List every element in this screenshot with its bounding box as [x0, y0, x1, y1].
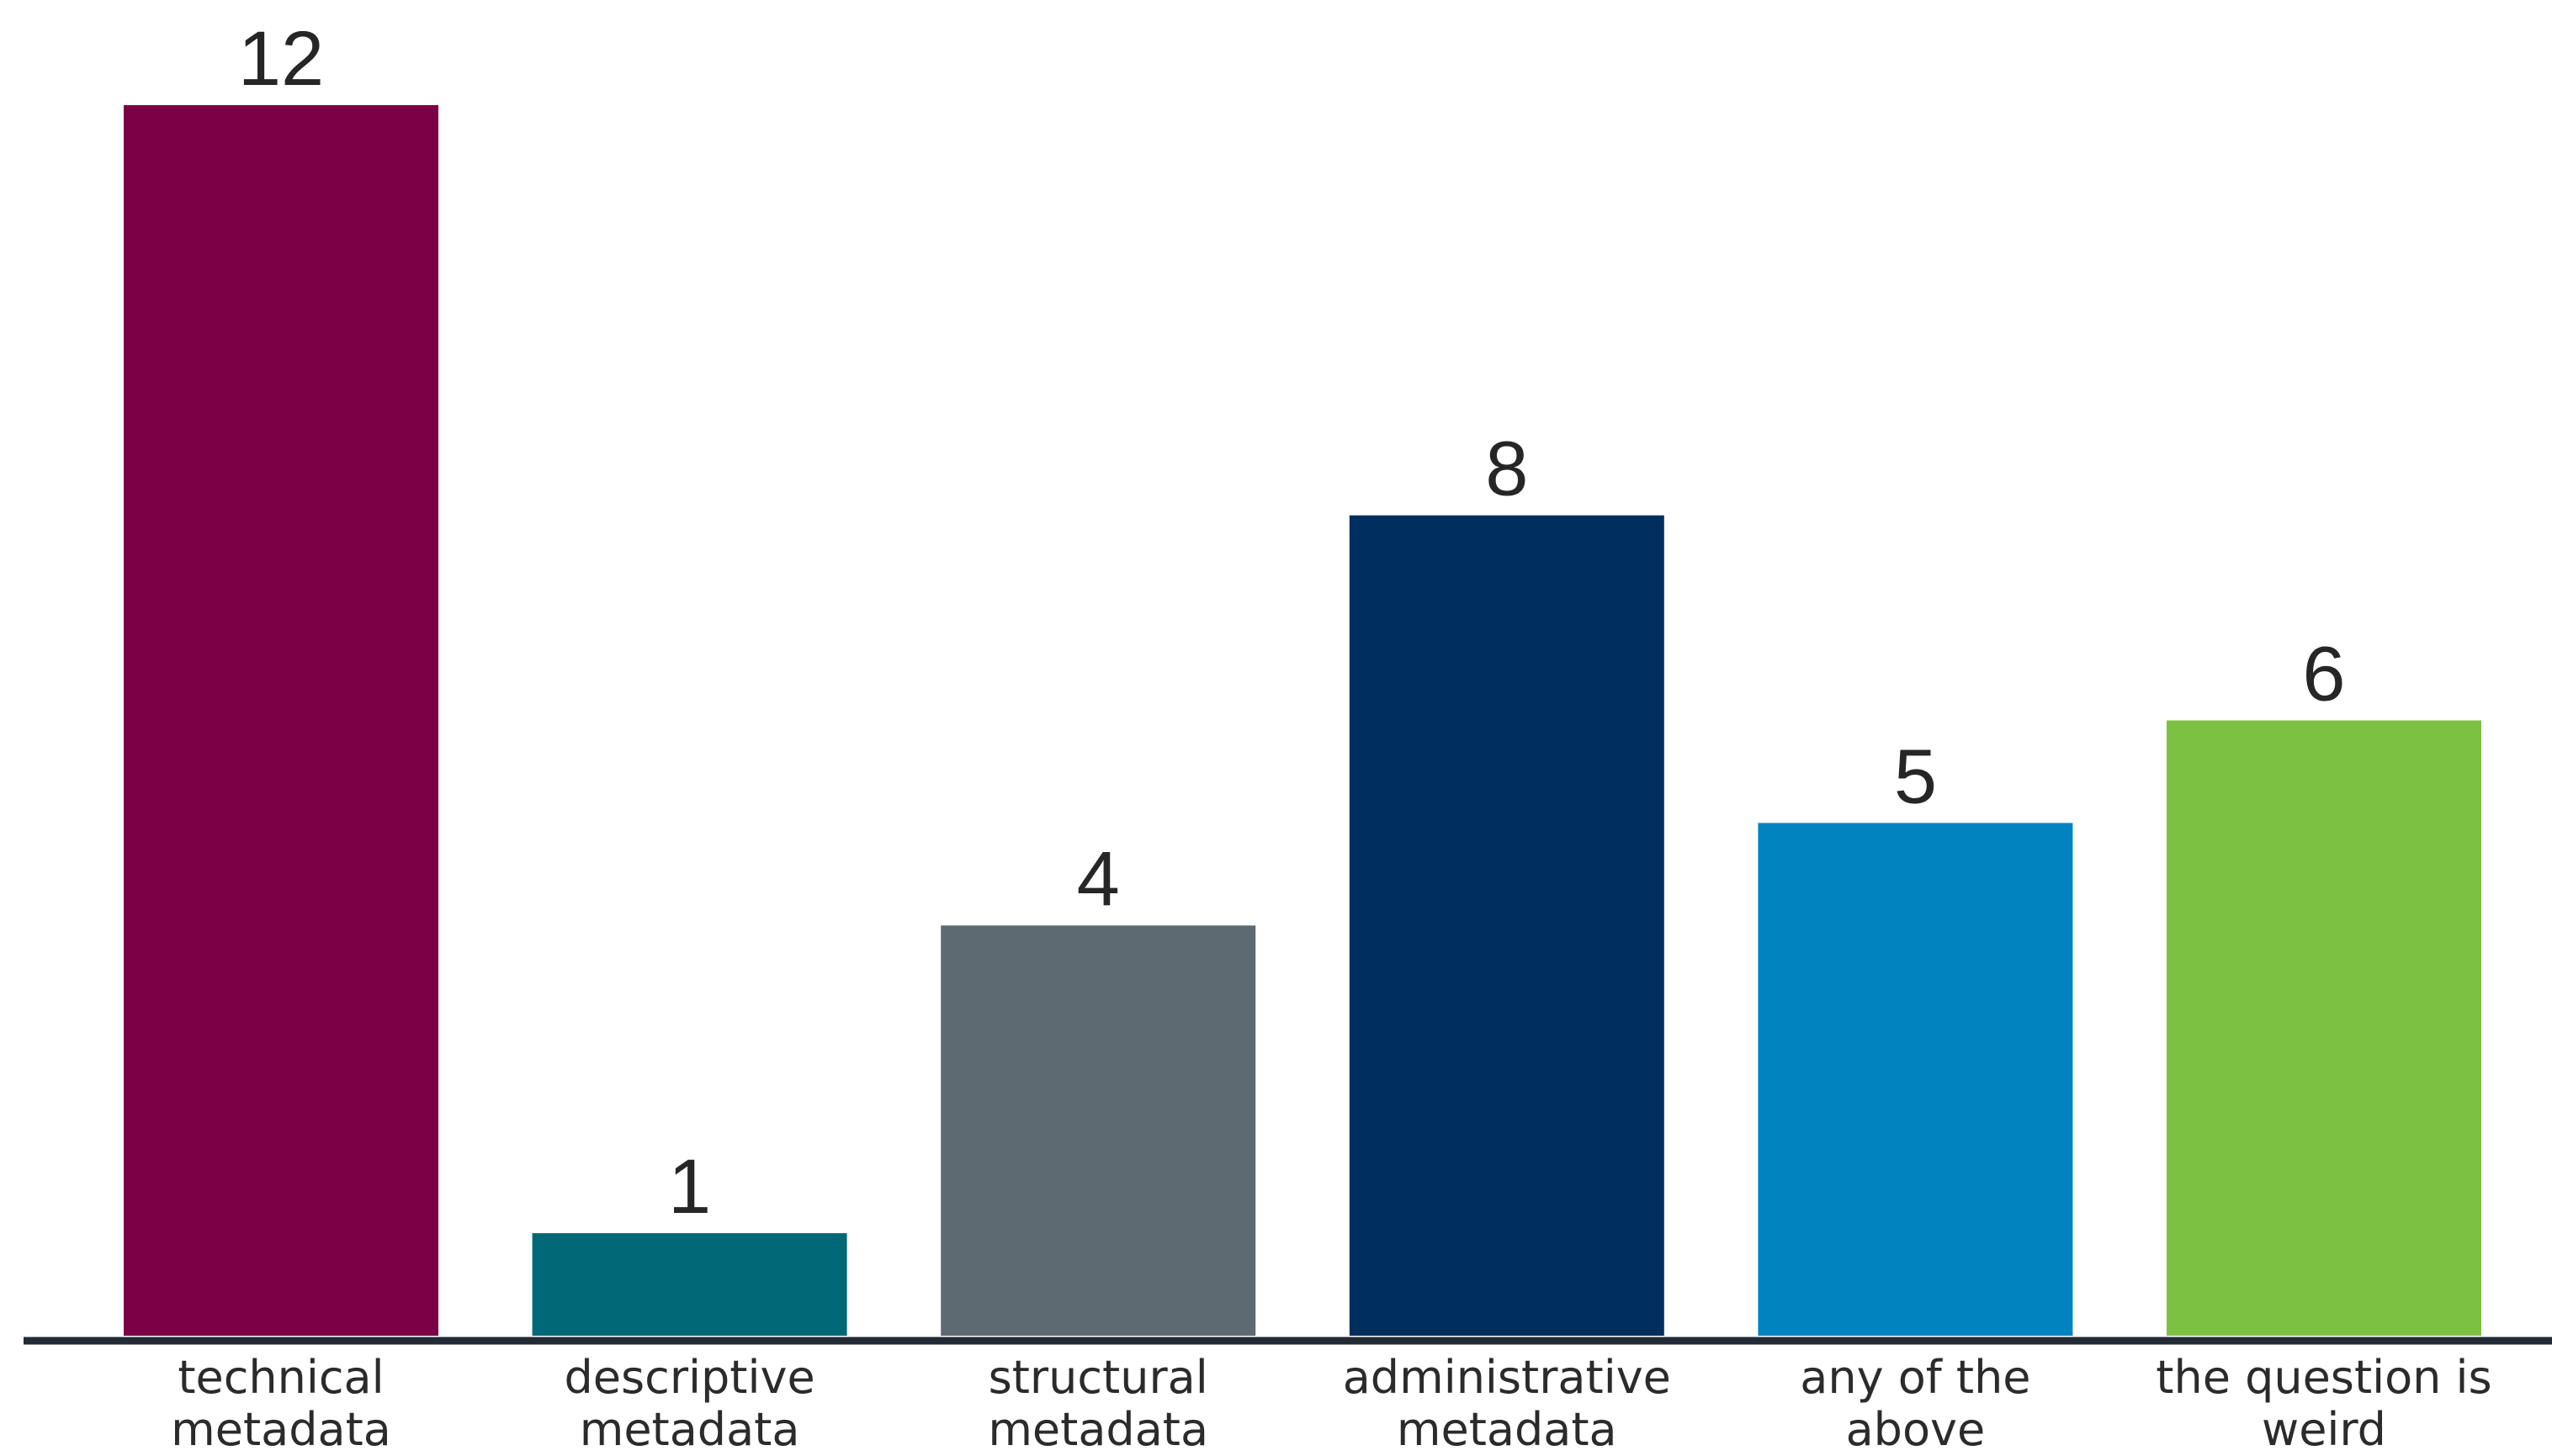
bar-4: [1758, 823, 2073, 1336]
category-label-4: any of the above: [1800, 1351, 2030, 1456]
value-label-1: 1: [668, 1144, 711, 1230]
bar-0: [124, 105, 438, 1336]
value-label-5: 6: [2302, 632, 2345, 717]
category-label-5: the question is weird: [2156, 1351, 2491, 1456]
bars-group: [124, 105, 2481, 1336]
category-label-line: technical: [178, 1351, 384, 1404]
category-label-line: metadata: [171, 1403, 391, 1456]
category-label-line: structural: [989, 1351, 1208, 1404]
category-label-line: metadata: [988, 1403, 1208, 1456]
value-label-2: 4: [1077, 836, 1120, 922]
bar-2: [941, 925, 1256, 1336]
category-label-0: technical metadata: [171, 1351, 391, 1456]
category-label-2: structural metadata: [988, 1351, 1208, 1456]
category-label-3: administrative metadata: [1343, 1351, 1671, 1456]
value-label-3: 8: [1485, 426, 1528, 512]
bar-3: [1349, 515, 1664, 1336]
value-labels-group: 12 1 4 8 5 6: [238, 16, 2346, 1230]
value-label-4: 5: [1894, 733, 1937, 819]
category-label-line: administrative: [1343, 1351, 1671, 1404]
bar-1: [532, 1233, 847, 1336]
category-label-line: metadata: [1397, 1403, 1617, 1456]
category-label-line: above: [1846, 1403, 1986, 1456]
bar-5: [2167, 720, 2481, 1336]
category-label-line: weird: [2262, 1403, 2386, 1456]
value-label-0: 12: [238, 16, 324, 102]
category-label-line: any of the: [1800, 1351, 2030, 1404]
category-label-line: the question is: [2156, 1351, 2491, 1404]
category-label-line: descriptive: [565, 1351, 815, 1404]
category-label-line: metadata: [580, 1403, 800, 1456]
category-label-1: descriptive metadata: [565, 1351, 815, 1456]
